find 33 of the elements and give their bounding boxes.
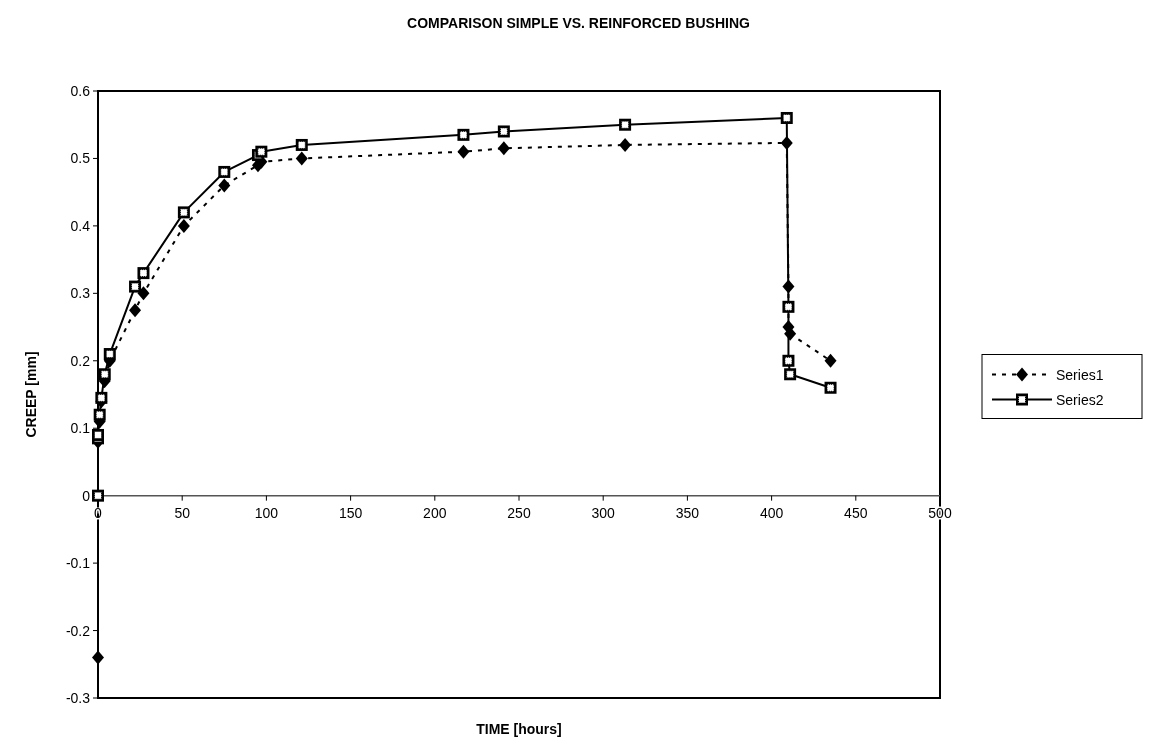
point bbox=[92, 650, 104, 665]
y-tick-label: -0.2 bbox=[65, 622, 91, 639]
x-tick-label: 100 bbox=[254, 504, 279, 521]
legend-label: Series2 bbox=[1056, 391, 1104, 408]
point bbox=[824, 353, 837, 368]
x-tick-label: 150 bbox=[338, 504, 363, 521]
y-axis-title: CREEP [mm] bbox=[23, 351, 39, 438]
y-tick-label: 0.6 bbox=[70, 83, 91, 99]
x-tick-label: 250 bbox=[507, 504, 531, 521]
x-tick-label: 300 bbox=[591, 504, 616, 521]
point bbox=[295, 151, 308, 166]
y-tick-label: -0.3 bbox=[65, 690, 91, 706]
point bbox=[129, 303, 142, 318]
point bbox=[619, 137, 632, 152]
point bbox=[218, 178, 231, 193]
y-tick-label: 0.5 bbox=[70, 150, 91, 167]
x-tick-label: 450 bbox=[844, 504, 868, 521]
point bbox=[457, 144, 470, 159]
x-axis-title: TIME [hours] bbox=[476, 721, 562, 737]
y-tick-label: 0.2 bbox=[70, 352, 91, 369]
x-tick-label: 350 bbox=[675, 504, 700, 521]
point bbox=[497, 141, 510, 156]
y-tick-label: 0.3 bbox=[70, 285, 91, 302]
chart-title: COMPARISON SIMPLE VS. REINFORCED BUSHING bbox=[407, 15, 750, 31]
x-tick-label: 50 bbox=[174, 504, 191, 521]
x-tick-label: 400 bbox=[759, 504, 784, 521]
y-tick-label: -0.1 bbox=[65, 555, 91, 572]
legend-label: Series1 bbox=[1056, 366, 1104, 383]
y-tick-label: 0.4 bbox=[70, 217, 91, 234]
y-tick-label: 0.1 bbox=[70, 420, 91, 437]
x-tick-label: 200 bbox=[423, 504, 447, 521]
y-tick-label: 0 bbox=[82, 487, 91, 504]
point bbox=[177, 218, 190, 233]
